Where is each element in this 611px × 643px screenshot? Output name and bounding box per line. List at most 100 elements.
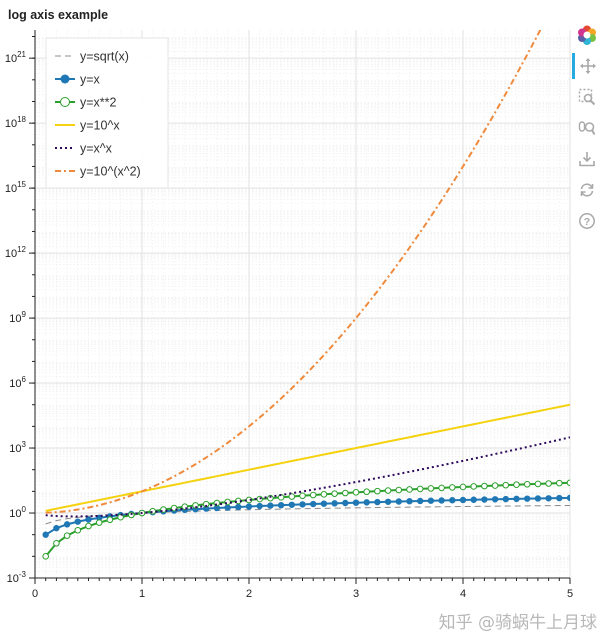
data-point bbox=[310, 500, 317, 508]
x-tick-label: 3 bbox=[353, 588, 359, 600]
data-point bbox=[374, 487, 381, 495]
data-point bbox=[42, 531, 49, 538]
data-point bbox=[53, 524, 60, 532]
data-point bbox=[438, 484, 445, 492]
series-line bbox=[45, 504, 570, 525]
legend-label: y=x**2 bbox=[80, 96, 117, 110]
pan-icon[interactable] bbox=[572, 53, 601, 79]
legend-item[interactable]: y=sqrt(x) bbox=[55, 50, 129, 64]
data-point bbox=[85, 522, 92, 530]
series-line bbox=[45, 30, 542, 514]
data-point bbox=[427, 485, 435, 492]
data-point bbox=[384, 487, 392, 494]
data-point bbox=[406, 498, 413, 505]
x-tick-label: 4 bbox=[460, 588, 466, 600]
y-tick-label: 1021 bbox=[5, 50, 27, 65]
data-point bbox=[352, 489, 360, 496]
data-point bbox=[331, 490, 338, 497]
legend-item[interactable]: y=10^x bbox=[55, 119, 120, 133]
data-point bbox=[245, 503, 253, 510]
data-point bbox=[534, 480, 542, 488]
y-tick-label: 100 bbox=[9, 505, 26, 520]
data-point bbox=[523, 481, 531, 488]
data-point bbox=[363, 488, 371, 496]
help-icon[interactable]: ? bbox=[574, 208, 600, 234]
legend-label: y=10^x bbox=[80, 119, 120, 133]
data-point bbox=[566, 479, 570, 487]
data-point bbox=[459, 496, 467, 504]
legend-label: y=x^x bbox=[80, 142, 113, 156]
save-icon[interactable] bbox=[574, 146, 600, 172]
bokeh-logo-icon[interactable] bbox=[574, 22, 600, 48]
wheel-zoom-icon[interactable] bbox=[574, 115, 600, 141]
legend-marker bbox=[60, 97, 70, 107]
legend-item[interactable]: y=x**2 bbox=[55, 96, 117, 110]
data-point bbox=[556, 494, 563, 502]
data-point bbox=[95, 519, 103, 526]
data-point bbox=[299, 492, 306, 500]
legend-label: y=x bbox=[80, 73, 101, 87]
data-point bbox=[545, 495, 552, 502]
data-point bbox=[299, 501, 306, 508]
data-point bbox=[267, 502, 274, 509]
x-tick-label: 5 bbox=[567, 588, 573, 600]
data-point bbox=[481, 496, 488, 503]
data-point bbox=[374, 498, 381, 506]
data-point bbox=[459, 483, 467, 491]
data-point bbox=[224, 504, 231, 511]
data-point bbox=[427, 497, 435, 504]
data-point bbox=[470, 496, 477, 503]
legend-label: y=10^(x^2) bbox=[80, 165, 141, 179]
data-point bbox=[513, 495, 520, 503]
data-point bbox=[320, 491, 328, 498]
data-point bbox=[502, 495, 509, 503]
data-point bbox=[128, 511, 135, 519]
legend-marker bbox=[60, 74, 70, 84]
chart-title: log axis example bbox=[8, 8, 108, 22]
legend-item[interactable]: y=x bbox=[55, 73, 101, 87]
series-xx bbox=[45, 436, 570, 518]
data-point bbox=[502, 481, 510, 489]
y-tick-label: 1015 bbox=[5, 180, 27, 195]
data-point bbox=[53, 539, 60, 547]
legend-label: y=sqrt(x) bbox=[80, 50, 129, 64]
data-point bbox=[309, 491, 317, 499]
legend[interactable]: y=sqrt(x) y=x y=x**2 y=10^x y=x^x y=10^(x^2) bbox=[45, 37, 169, 189]
x-tick-label: 1 bbox=[139, 588, 145, 600]
data-point bbox=[277, 501, 285, 509]
legend-item[interactable]: y=x^x bbox=[55, 142, 113, 156]
reset-icon[interactable] bbox=[574, 177, 600, 203]
data-point bbox=[406, 486, 413, 493]
data-point bbox=[74, 526, 82, 534]
data-point bbox=[545, 480, 552, 487]
data-point bbox=[417, 497, 424, 505]
series-line bbox=[45, 436, 570, 518]
data-point bbox=[395, 486, 403, 494]
svg-text:?: ? bbox=[584, 216, 590, 228]
data-point bbox=[267, 494, 274, 502]
data-point bbox=[470, 483, 478, 490]
data-point bbox=[320, 500, 328, 507]
data-point bbox=[481, 482, 488, 490]
data-point bbox=[438, 497, 445, 504]
series-sqrt bbox=[45, 504, 570, 525]
data-point bbox=[63, 532, 71, 539]
x-tick-label: 2 bbox=[246, 588, 252, 600]
data-point bbox=[202, 500, 210, 508]
data-point bbox=[491, 496, 499, 503]
watermark-text: 知乎 @骑蜗牛上月球 bbox=[438, 613, 597, 633]
data-point bbox=[85, 516, 92, 523]
data-point bbox=[342, 489, 349, 497]
data-point bbox=[106, 516, 114, 524]
y-tick-label: 10-3 bbox=[7, 570, 27, 585]
y-tick-label: 106 bbox=[9, 375, 26, 390]
data-point bbox=[74, 518, 81, 525]
box-zoom-icon[interactable] bbox=[574, 84, 600, 110]
series-10x bbox=[45, 403, 570, 512]
data-point bbox=[449, 497, 456, 504]
series-line bbox=[45, 403, 570, 512]
data-point bbox=[342, 499, 349, 507]
legend-item[interactable]: y=10^(x^2) bbox=[55, 165, 141, 179]
data-point bbox=[556, 479, 563, 487]
